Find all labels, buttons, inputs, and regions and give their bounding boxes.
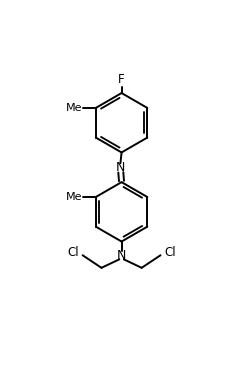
Text: Cl: Cl xyxy=(164,246,176,259)
Text: N: N xyxy=(116,161,125,174)
Text: Me: Me xyxy=(66,192,82,202)
Text: F: F xyxy=(118,73,125,86)
Text: Me: Me xyxy=(66,103,82,113)
Text: N: N xyxy=(117,249,126,262)
Text: Cl: Cl xyxy=(68,246,79,259)
